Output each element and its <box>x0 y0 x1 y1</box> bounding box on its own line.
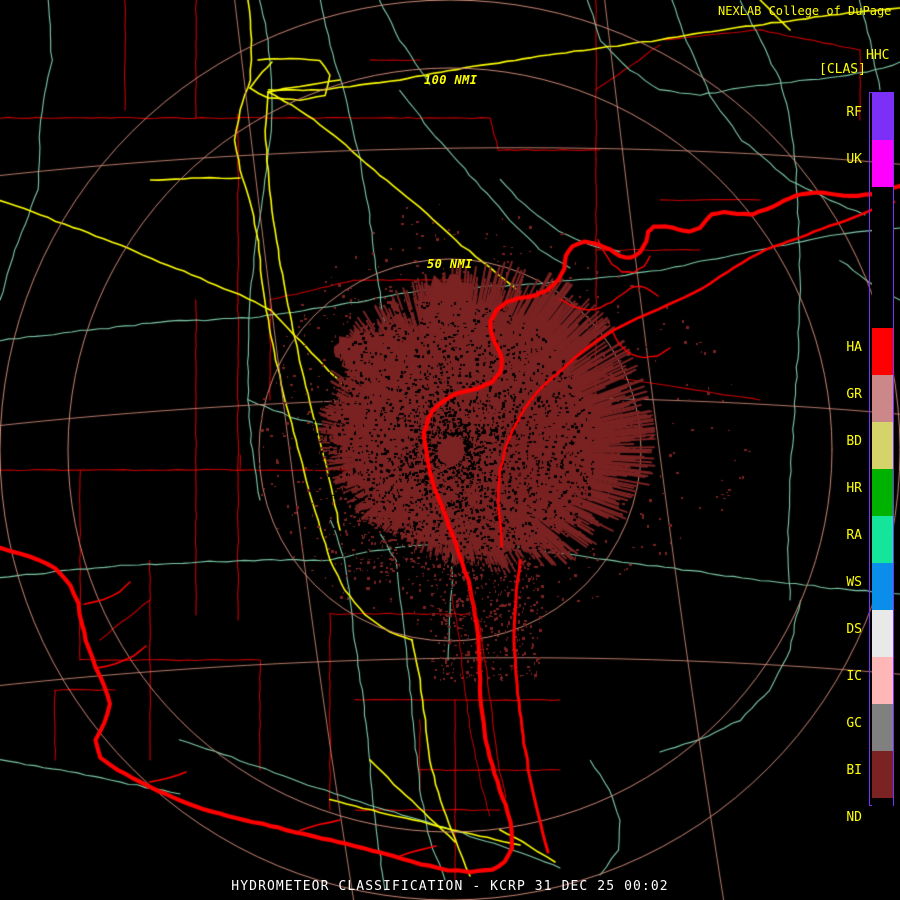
legend-swatch-ha[interactable] <box>872 328 893 375</box>
product-code-label: HHC <box>866 48 890 63</box>
legend-label-ha: HA <box>846 340 862 355</box>
legend-label-bd: BD <box>846 434 862 449</box>
legend-label-bi: BI <box>846 763 862 778</box>
range-ring-label-100nmi: 100 NMI <box>424 73 478 87</box>
legend-label-nd: ND <box>846 810 862 825</box>
legend-swatch-bd[interactable] <box>872 422 893 469</box>
mode-label: [CLAS] <box>819 62 866 77</box>
legend-swatch-hr[interactable] <box>872 469 893 516</box>
legend-label-ra: RA <box>846 528 862 543</box>
legend-swatch-rf[interactable] <box>872 93 893 140</box>
legend-label-gc: GC <box>846 716 862 731</box>
legend-label-ws: WS <box>846 575 862 590</box>
legend-label-uk: UK <box>846 152 862 167</box>
legend-label-ds: DS <box>846 622 862 637</box>
legend-swatch-ws[interactable] <box>872 563 893 610</box>
legend-swatch-ra[interactable] <box>872 516 893 563</box>
header-title: NEXLAB College of DuPage <box>718 4 892 18</box>
legend-label-gr: GR <box>846 387 862 402</box>
status-bar: HYDROMETEOR CLASSIFICATION - KCRP 31 DEC… <box>231 879 669 894</box>
legend-swatch-nd[interactable] <box>872 798 893 845</box>
legend-swatch-gc[interactable] <box>872 704 893 751</box>
range-ring-label-50nmi: 50 NMI <box>427 257 473 271</box>
legend-swatch-gr[interactable] <box>872 375 893 422</box>
legend-swatch-uk[interactable] <box>872 140 893 187</box>
legend-swatch-ic[interactable] <box>872 657 893 704</box>
legend-label-ic: IC <box>846 669 862 684</box>
legend-swatch-gap[interactable] <box>872 187 893 328</box>
legend-swatch-ds[interactable] <box>872 610 893 657</box>
legend-label-hr: HR <box>846 481 862 496</box>
legend-label-rf: RF <box>846 105 862 120</box>
classification-legend[interactable] <box>869 92 896 845</box>
legend-swatch-bi[interactable] <box>872 751 893 798</box>
